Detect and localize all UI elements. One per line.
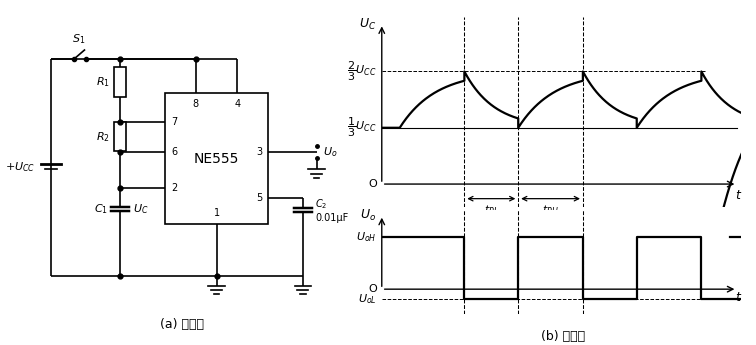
- Text: $U_o$: $U_o$: [323, 145, 337, 159]
- Text: 1: 1: [213, 208, 220, 218]
- Bar: [114, 122, 125, 151]
- Text: (b) 波形图: (b) 波形图: [541, 330, 585, 343]
- Text: $t$: $t$: [736, 189, 742, 202]
- Text: (a) 原理图: (a) 原理图: [160, 318, 204, 331]
- Text: 6: 6: [171, 147, 177, 157]
- Text: $\dfrac{2}{3}U_{CC}$: $\dfrac{2}{3}U_{CC}$: [347, 60, 376, 83]
- Text: 5: 5: [256, 193, 262, 203]
- Text: $t$: $t$: [736, 292, 742, 304]
- Text: $U_C$: $U_C$: [133, 202, 149, 216]
- Text: 4: 4: [234, 99, 240, 109]
- Text: $U_C$: $U_C$: [359, 17, 376, 32]
- Text: 7: 7: [171, 117, 178, 127]
- Text: $U_{oL}$: $U_{oL}$: [358, 293, 376, 306]
- Text: 2: 2: [171, 183, 178, 193]
- Text: $\dfrac{1}{3}U_{CC}$: $\dfrac{1}{3}U_{CC}$: [347, 116, 376, 139]
- Bar: [165, 93, 268, 224]
- Text: $t_{PL}$: $t_{PL}$: [484, 203, 499, 217]
- Text: $+U_{CC}$: $+U_{CC}$: [5, 160, 36, 174]
- Text: 8: 8: [193, 99, 199, 109]
- Bar: [114, 67, 125, 97]
- Text: $S_1$: $S_1$: [72, 32, 85, 46]
- Text: $U_o$: $U_o$: [361, 208, 376, 223]
- Text: O: O: [368, 179, 377, 189]
- Text: $U_{oH}$: $U_{oH}$: [356, 230, 376, 244]
- Text: $t_{PH}$: $t_{PH}$: [542, 203, 559, 217]
- Text: $C_2$
0.01μF: $C_2$ 0.01μF: [315, 197, 349, 223]
- Text: 3: 3: [256, 147, 262, 157]
- Text: $R_2$: $R_2$: [97, 130, 110, 144]
- Text: $C_1$: $C_1$: [94, 202, 107, 216]
- Text: O: O: [368, 284, 377, 294]
- Text: $R_1$: $R_1$: [96, 75, 110, 89]
- Text: NE555: NE555: [194, 152, 240, 166]
